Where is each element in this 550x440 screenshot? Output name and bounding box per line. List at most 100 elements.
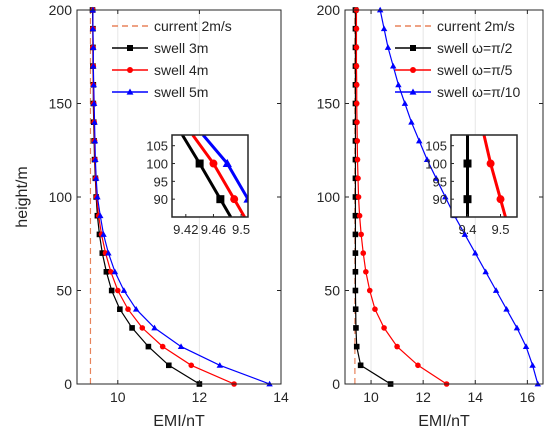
data-point bbox=[352, 269, 359, 275]
data-point bbox=[108, 269, 114, 275]
x-axis-label: EMI/nT bbox=[418, 413, 470, 430]
inset-frame bbox=[171, 134, 249, 218]
inset-background bbox=[451, 135, 517, 217]
inset-y-tick-label: 100 bbox=[146, 157, 168, 172]
data-point bbox=[482, 268, 489, 275]
data-point bbox=[353, 325, 359, 331]
data-point bbox=[380, 25, 388, 32]
y-tick-label: 50 bbox=[324, 283, 340, 299]
legend-entry-label: swell 5m bbox=[154, 84, 208, 100]
legend-marker bbox=[126, 88, 134, 95]
x-tick-label: 16 bbox=[520, 389, 536, 405]
legend-entry-label: swell 4m bbox=[154, 62, 208, 78]
inset-data-point bbox=[243, 194, 248, 203]
inset-frame bbox=[450, 134, 518, 218]
data-point bbox=[117, 306, 123, 312]
inset-data-point bbox=[463, 159, 472, 168]
x-tick-label: 10 bbox=[110, 389, 126, 405]
legend-entry-label: swell ω=π/10 bbox=[437, 84, 520, 100]
data-point bbox=[354, 156, 361, 163]
data-point bbox=[90, 62, 97, 69]
data-point bbox=[90, 81, 97, 88]
inset-data-point bbox=[496, 195, 505, 204]
data-point bbox=[145, 343, 152, 350]
legend-entry-label: swell ω=π/2 bbox=[437, 40, 513, 56]
y-tick-label: 150 bbox=[49, 96, 73, 112]
data-point bbox=[132, 305, 140, 312]
legend-entry-label: swell ω=π/5 bbox=[437, 62, 513, 78]
data-point bbox=[216, 362, 224, 368]
data-point bbox=[353, 343, 360, 350]
data-point bbox=[384, 44, 392, 50]
legend-entry-label: swell 3m bbox=[154, 40, 208, 56]
data-point bbox=[90, 44, 97, 50]
data-point bbox=[90, 100, 98, 106]
data-point bbox=[472, 249, 479, 256]
data-point bbox=[353, 25, 360, 32]
data-point bbox=[139, 325, 146, 331]
data-point bbox=[89, 25, 97, 32]
x-tick-label: 14 bbox=[273, 389, 289, 405]
data-point bbox=[151, 324, 158, 331]
inset-y-tick-label: 95 bbox=[154, 174, 168, 189]
y-tick-label: 0 bbox=[332, 376, 340, 392]
legend-marker bbox=[127, 67, 133, 73]
y-tick-label: 100 bbox=[49, 189, 73, 205]
data-point bbox=[108, 287, 115, 294]
inset-x-tick-label: 9.42 bbox=[173, 222, 198, 237]
data-point bbox=[91, 137, 99, 144]
data-point bbox=[492, 287, 500, 293]
data-point bbox=[354, 119, 360, 125]
inset-series-line bbox=[201, 135, 248, 203]
inset-x-tick-label: 9.5 bbox=[491, 222, 509, 237]
data-point bbox=[352, 194, 359, 200]
inset-data-point bbox=[195, 159, 204, 168]
data-point bbox=[357, 362, 364, 369]
data-point bbox=[159, 343, 166, 350]
inset-data-point bbox=[222, 158, 232, 167]
inset-data-point bbox=[230, 195, 239, 204]
inset-data-point bbox=[209, 159, 218, 168]
x-tick-label: 12 bbox=[415, 389, 431, 405]
inset-series-group bbox=[463, 135, 507, 217]
chart-panel-left: 10 12 14 0 50 100 150 200 EMI/nT height/m current … bbox=[14, 2, 289, 430]
y-tick-label: 200 bbox=[317, 2, 341, 18]
data-point bbox=[353, 82, 360, 88]
inset-series-line bbox=[482, 135, 507, 217]
data-point bbox=[355, 175, 361, 182]
inset-series-line bbox=[191, 135, 246, 217]
inset-data-point bbox=[463, 195, 472, 204]
legend-entry-label: current 2m/s bbox=[437, 18, 515, 34]
inset-y-tick-label: 100 bbox=[425, 157, 447, 172]
data-point bbox=[125, 306, 131, 313]
legend-marker bbox=[410, 45, 416, 51]
data-point bbox=[352, 287, 359, 294]
data-point bbox=[103, 269, 110, 275]
legend-entry-label: current 2m/s bbox=[154, 18, 232, 34]
data-point bbox=[408, 118, 415, 125]
data-point bbox=[91, 118, 98, 125]
x-tick-label: 10 bbox=[363, 389, 379, 405]
inset-x-tick-label: 9.4 bbox=[458, 222, 476, 237]
data-point bbox=[358, 231, 364, 238]
inset-y-tick-label: 105 bbox=[146, 139, 168, 154]
data-point bbox=[416, 137, 423, 144]
data-point bbox=[177, 343, 185, 350]
y-axis-label: height/m bbox=[14, 166, 31, 227]
y-tick-label: 200 bbox=[49, 2, 73, 18]
inset-x-tick-label: 9.46 bbox=[201, 222, 226, 237]
data-point bbox=[355, 194, 362, 200]
data-point bbox=[120, 287, 128, 293]
data-point bbox=[92, 156, 99, 163]
inset-data-point bbox=[486, 159, 495, 168]
data-point bbox=[529, 362, 536, 368]
data-point bbox=[432, 175, 440, 181]
data-point bbox=[111, 268, 119, 275]
data-point bbox=[366, 287, 373, 294]
inset-y-tick-label: 105 bbox=[425, 139, 447, 154]
data-point bbox=[92, 175, 100, 181]
data-point bbox=[353, 44, 360, 51]
data-point bbox=[389, 62, 397, 69]
data-point bbox=[360, 250, 367, 256]
inset-zoom: 90 95 100 105 9.4 9.5 bbox=[425, 134, 518, 237]
